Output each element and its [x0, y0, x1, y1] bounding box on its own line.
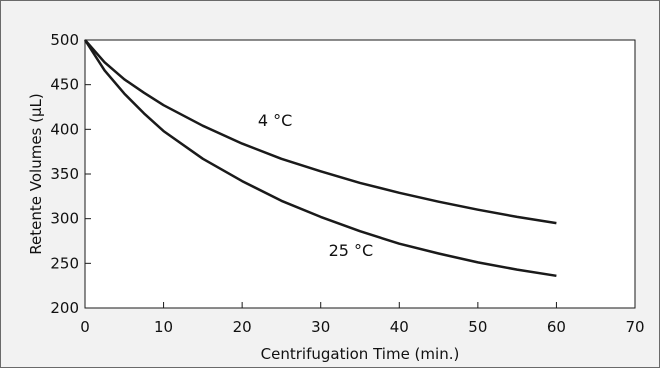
x-tick-label: 0	[80, 318, 90, 336]
axis-ticks: 0 10 20 30 40 50 60 70 200 250 300 350 400 450 500	[50, 31, 644, 336]
plot-area	[84, 39, 636, 309]
series-lines	[83, 39, 557, 278]
y-axis-title: Retente Volumes (µL)	[27, 93, 45, 254]
x-tick-label: 60	[547, 318, 566, 336]
series-label: 4 °C	[258, 111, 292, 130]
y-tick-label: 500	[50, 31, 79, 49]
series-line	[84, 39, 557, 225]
x-tick-label: 10	[154, 318, 173, 336]
x-tick-label: 20	[233, 318, 252, 336]
y-tick-label: 450	[50, 76, 79, 94]
x-tick-label: 70	[625, 318, 644, 336]
y-tick-label: 200	[50, 299, 79, 317]
x-tick-label: 50	[468, 318, 487, 336]
x-tick-label: 30	[311, 318, 330, 336]
series-line	[83, 39, 557, 278]
x-tick-label: 40	[390, 318, 409, 336]
y-tick-label: 300	[50, 210, 79, 228]
y-tick-label: 350	[50, 165, 79, 183]
y-tick-label: 400	[50, 120, 79, 138]
x-axis-title: Centrifugation Time (min.)	[261, 345, 460, 363]
y-tick-label: 250	[50, 254, 79, 272]
series-labels: 4 °C 25 °C	[258, 111, 373, 260]
series-label: 25 °C	[329, 241, 374, 260]
